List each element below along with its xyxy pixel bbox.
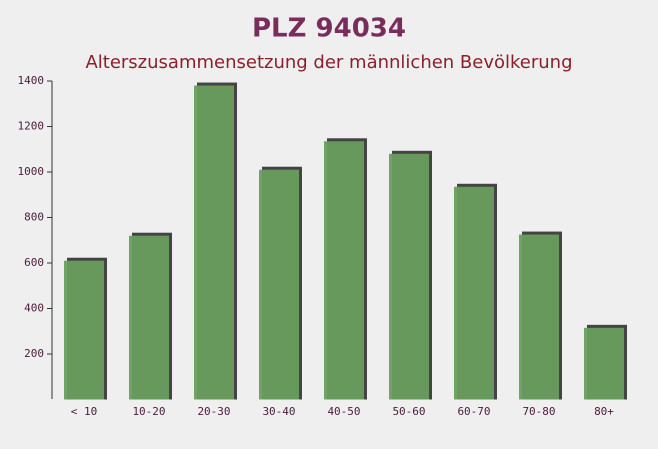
bar: [259, 169, 299, 400]
bar: [194, 85, 234, 400]
chart-subtitle: Alterszusammensetzung der männlichen Bev…: [85, 52, 572, 73]
x-tick-label: 50-60: [392, 405, 425, 418]
x-tick-label: 70-80: [522, 405, 555, 418]
y-tick-label: 600: [24, 256, 44, 269]
x-tick-label: 10-20: [132, 405, 165, 418]
y-tick-label: 400: [24, 302, 44, 315]
x-tick-label: 20-30: [197, 405, 230, 418]
x-tick-label: 30-40: [262, 405, 295, 418]
bar: [64, 260, 104, 400]
bar: [454, 186, 494, 400]
x-tick-label: 80+: [594, 405, 614, 418]
x-tick-label: < 10: [71, 405, 98, 418]
x-tick-label: 40-50: [327, 405, 360, 418]
bar: [584, 327, 624, 400]
y-tick-label: 800: [24, 211, 44, 224]
y-tick-label: 1400: [18, 74, 45, 87]
y-tick-label: 200: [24, 347, 44, 360]
bar: [324, 141, 364, 400]
bar: [519, 234, 559, 400]
chart-title: PLZ 94034: [252, 14, 406, 44]
bar: [129, 235, 169, 400]
bar: [389, 153, 429, 400]
y-tick-label: 1000: [18, 165, 45, 178]
y-tick-label: 1200: [18, 120, 45, 133]
x-tick-label: 60-70: [457, 405, 490, 418]
